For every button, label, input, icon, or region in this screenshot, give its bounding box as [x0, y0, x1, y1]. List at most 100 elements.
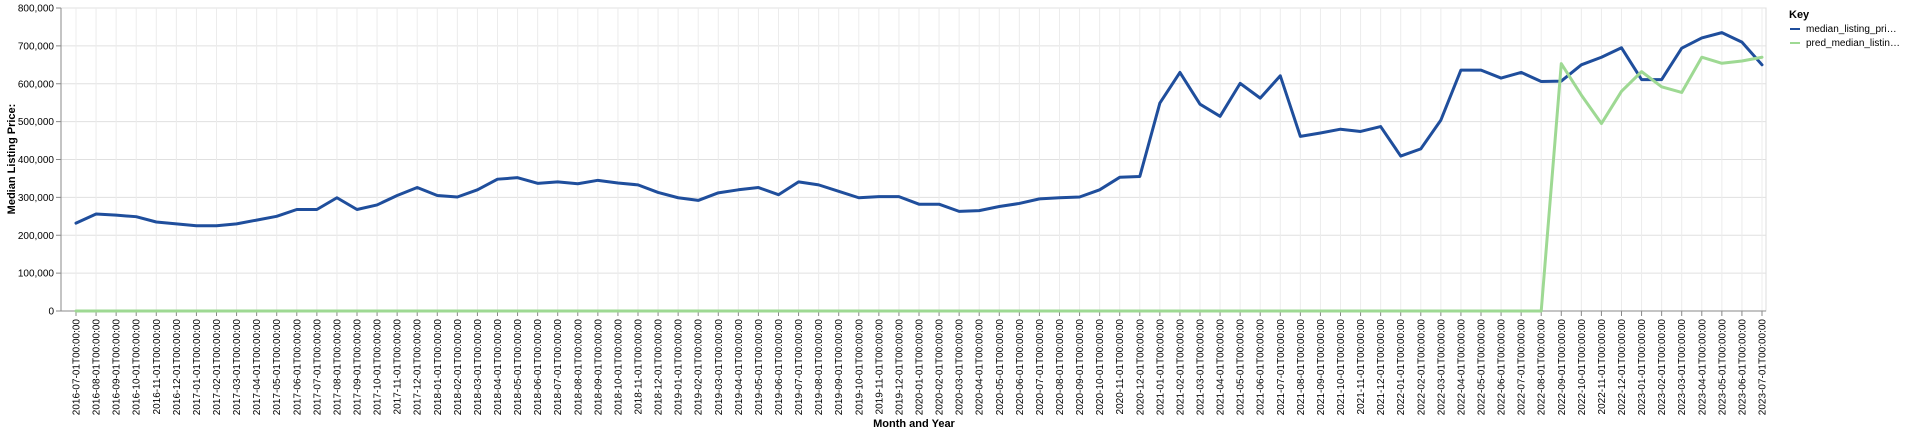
x-tick-label: 2022-06-01T00:00:00 — [1497, 319, 1508, 416]
x-tick-label: 2022-05-01T00:00:00 — [1477, 319, 1488, 416]
y-tick-label: 700,000 — [18, 41, 55, 52]
x-tick-label: 2020-05-01T00:00:00 — [995, 319, 1006, 416]
x-tick-label: 2023-06-01T00:00:00 — [1737, 319, 1748, 416]
x-tick-label: 2018-03-01T00:00:00 — [473, 319, 484, 416]
x-tick-label: 2017-02-01T00:00:00 — [212, 319, 223, 416]
x-tick-label: 2021-07-01T00:00:00 — [1276, 319, 1287, 416]
x-tick-label: 2018-08-01T00:00:00 — [573, 319, 584, 416]
x-tick-label: 2018-01-01T00:00:00 — [433, 319, 444, 416]
x-tick-label: 2018-11-01T00:00:00 — [634, 319, 645, 415]
x-tick-label: 2023-02-01T00:00:00 — [1657, 319, 1668, 416]
y-tick-label: 100,000 — [18, 269, 55, 280]
y-tick-label: 0 — [48, 307, 54, 318]
x-tick-label: 2019-09-01T00:00:00 — [834, 319, 845, 416]
x-tick-label: 2019-04-01T00:00:00 — [734, 319, 745, 416]
x-tick-label: 2016-09-01T00:00:00 — [112, 319, 123, 416]
x-tick-label: 2018-07-01T00:00:00 — [553, 319, 564, 416]
x-tick-label: 2022-03-01T00:00:00 — [1436, 319, 1447, 416]
y-tick-label: 400,000 — [18, 155, 55, 166]
x-tick-label: 2019-08-01T00:00:00 — [814, 319, 825, 416]
x-tick-label: 2019-11-01T00:00:00 — [874, 319, 885, 415]
x-tick-label: 2022-09-01T00:00:00 — [1557, 319, 1568, 416]
x-tick-label: 2021-02-01T00:00:00 — [1175, 319, 1186, 416]
x-tick-label: 2016-10-01T00:00:00 — [132, 319, 143, 416]
x-tick-label: 2019-03-01T00:00:00 — [714, 319, 725, 416]
x-tick-label: 2021-12-01T00:00:00 — [1376, 319, 1387, 416]
x-tick-label: 2020-03-01T00:00:00 — [955, 319, 966, 416]
x-tick-label: 2019-01-01T00:00:00 — [674, 319, 685, 416]
legend-label: median_listing_pri… — [1806, 24, 1897, 35]
x-tick-label: 2016-11-01T00:00:00 — [152, 319, 163, 415]
x-tick-label: 2020-11-01T00:00:00 — [1115, 319, 1126, 415]
x-tick-label: 2021-06-01T00:00:00 — [1256, 319, 1267, 416]
y-tick-label: 500,000 — [18, 117, 55, 128]
series-lines — [74, 31, 1764, 313]
x-tick-label: 2022-01-01T00:00:00 — [1396, 319, 1407, 416]
x-tick-label: 2023-07-01T00:00:00 — [1758, 319, 1769, 416]
y-tick-label: 800,000 — [18, 4, 55, 15]
series-line-1 — [74, 31, 1764, 228]
x-tick-label: 2021-09-01T00:00:00 — [1316, 319, 1327, 416]
x-tick-label: 2022-07-01T00:00:00 — [1517, 319, 1528, 416]
x-tick-label: 2022-04-01T00:00:00 — [1456, 319, 1467, 416]
x-tick-label: 2018-04-01T00:00:00 — [493, 319, 504, 416]
x-tick-label: 2017-09-01T00:00:00 — [353, 319, 364, 416]
series-line-2 — [74, 55, 1764, 313]
y-axis: 0 100,000 200,000 300,000 400,000 500,000 600,… — [18, 4, 62, 318]
x-tick-label: 2020-06-01T00:00:00 — [1015, 319, 1026, 416]
x-tick-label: 2023-03-01T00:00:00 — [1677, 319, 1688, 416]
plot-area: 0 100,000 200,000 300,000 400,000 500,000 600,… — [18, 4, 1769, 416]
x-tick-label: 2020-01-01T00:00:00 — [915, 319, 926, 416]
x-tick-label: 2017-01-01T00:00:00 — [192, 319, 203, 416]
x-tick-label: 2021-05-01T00:00:00 — [1236, 319, 1247, 416]
x-tick-label: 2020-09-01T00:00:00 — [1075, 319, 1086, 416]
legend-label: pred_median_listin… — [1806, 38, 1900, 49]
x-tick-label: 2017-05-01T00:00:00 — [272, 319, 283, 416]
x-tick-label: 2019-05-01T00:00:00 — [754, 319, 765, 416]
x-tick-label: 2017-10-01T00:00:00 — [373, 319, 384, 416]
x-tick-label: 2020-12-01T00:00:00 — [1135, 319, 1146, 416]
x-tick-label: 2016-08-01T00:00:00 — [92, 319, 103, 416]
x-tick-label: 2019-12-01T00:00:00 — [894, 319, 905, 416]
x-tick-label: 2017-11-01T00:00:00 — [393, 319, 404, 415]
legend: Key median_listing_pri… pred_median_listi… — [1789, 9, 1900, 49]
y-tick-label: 600,000 — [18, 79, 55, 90]
x-tick-label: 2016-07-01T00:00:00 — [72, 319, 83, 416]
x-tick-label: 2020-07-01T00:00:00 — [1035, 319, 1046, 416]
x-tick-label: 2021-04-01T00:00:00 — [1216, 319, 1227, 416]
x-tick-label: 2021-01-01T00:00:00 — [1155, 319, 1166, 416]
x-tick-label: 2020-08-01T00:00:00 — [1055, 319, 1066, 416]
x-tick-label: 2019-06-01T00:00:00 — [774, 319, 785, 416]
x-tick-label: 2021-11-01T00:00:00 — [1356, 319, 1367, 415]
x-tick-label: 2023-01-01T00:00:00 — [1637, 319, 1648, 416]
x-tick-label: 2019-10-01T00:00:00 — [854, 319, 865, 416]
x-tick-label: 2018-10-01T00:00:00 — [613, 319, 624, 416]
x-axis-title: Month and Year — [873, 418, 955, 430]
legend-title: Key — [1789, 9, 1810, 21]
x-tick-label: 2020-10-01T00:00:00 — [1095, 319, 1106, 416]
x-tick-label: 2016-12-01T00:00:00 — [172, 319, 183, 416]
x-tick-label: 2019-02-01T00:00:00 — [694, 319, 705, 416]
x-tick-label: 2020-02-01T00:00:00 — [935, 319, 946, 416]
x-tick-label: 2022-11-01T00:00:00 — [1597, 319, 1608, 415]
x-tick-label: 2017-07-01T00:00:00 — [312, 319, 323, 416]
x-tick-label: 2022-12-01T00:00:00 — [1617, 319, 1628, 416]
y-axis-title: Median Listing Price: — [6, 104, 18, 215]
x-tick-label: 2023-05-01T00:00:00 — [1717, 319, 1728, 416]
x-tick-label: 2018-05-01T00:00:00 — [513, 319, 524, 416]
x-tick-label: 2021-03-01T00:00:00 — [1196, 319, 1207, 416]
x-tick-label: 2021-08-01T00:00:00 — [1296, 319, 1307, 416]
x-tick-label: 2018-12-01T00:00:00 — [654, 319, 665, 416]
x-tick-label: 2022-02-01T00:00:00 — [1416, 319, 1427, 416]
y-tick-label: 200,000 — [18, 231, 55, 242]
x-tick-label: 2022-10-01T00:00:00 — [1577, 319, 1588, 416]
x-tick-label: 2018-09-01T00:00:00 — [593, 319, 604, 416]
x-tick-label: 2017-04-01T00:00:00 — [252, 319, 263, 416]
x-tick-label: 2018-02-01T00:00:00 — [453, 319, 464, 416]
x-tick-label: 2020-04-01T00:00:00 — [975, 319, 986, 416]
x-tick-label: 2019-07-01T00:00:00 — [794, 319, 805, 416]
x-tick-label: 2022-08-01T00:00:00 — [1537, 319, 1548, 416]
x-tick-label: 2023-04-01T00:00:00 — [1697, 319, 1708, 416]
x-tick-label: 2018-06-01T00:00:00 — [533, 319, 544, 416]
